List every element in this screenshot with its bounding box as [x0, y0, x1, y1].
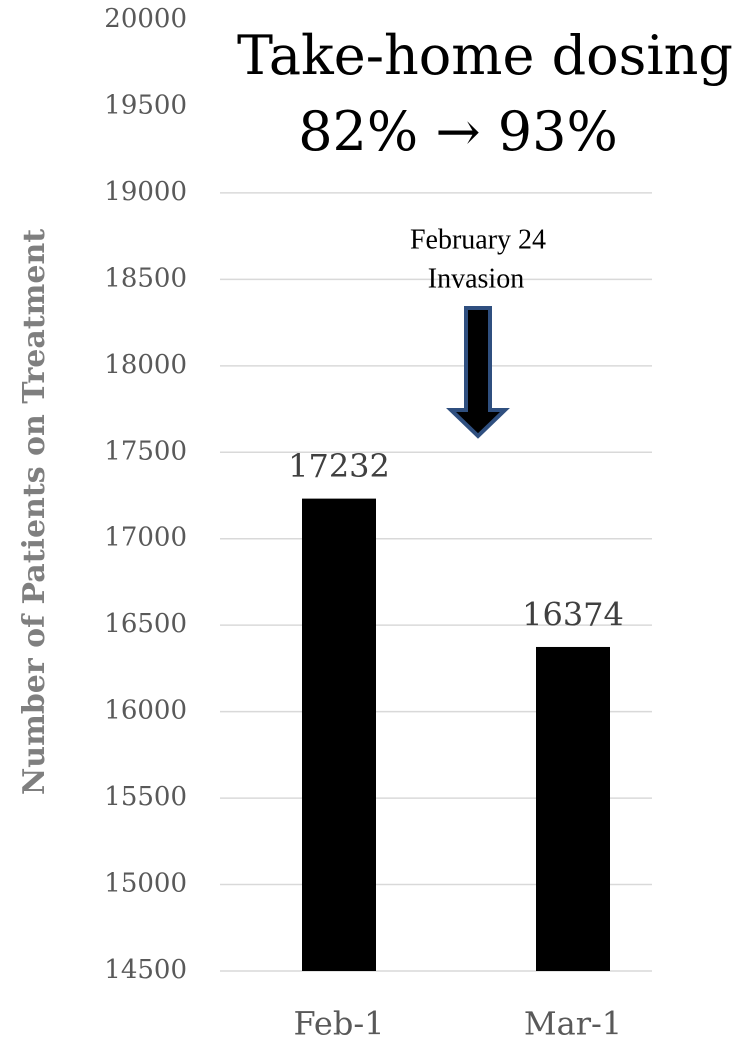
y-tick-label: 18500	[104, 263, 187, 293]
value-label: 16374	[522, 595, 624, 633]
y-tick-label: 17000	[104, 523, 187, 553]
y-axis-label: Number of Patients on Treatment	[17, 229, 52, 795]
annotation: Invasion	[428, 263, 524, 294]
x-tick-label: Feb-1	[293, 1005, 384, 1042]
annotation-arrow	[446, 306, 510, 439]
title-background	[212, 0, 752, 182]
y-tick-label: 20000	[104, 4, 187, 34]
y-tick-label: 14500	[104, 955, 187, 985]
bar	[302, 498, 376, 971]
y-tick-label: 15500	[104, 782, 187, 812]
chart-title: Take-home dosing	[237, 24, 733, 87]
y-tick-label: 19000	[104, 177, 187, 207]
value-label: 17232	[288, 447, 390, 485]
y-tick-label: 16500	[104, 609, 187, 639]
bar	[536, 646, 610, 971]
y-tick-label: 16000	[104, 696, 187, 726]
x-tick-label: Mar-1	[524, 1005, 622, 1042]
y-tick-label: 17500	[104, 436, 187, 466]
y-tick-label: 15000	[104, 869, 187, 899]
y-tick-label: 19500	[104, 90, 187, 120]
annotation: February 24	[410, 224, 546, 255]
y-tick-label: 18000	[104, 350, 187, 380]
chart-title: 82% → 93%	[298, 100, 618, 163]
